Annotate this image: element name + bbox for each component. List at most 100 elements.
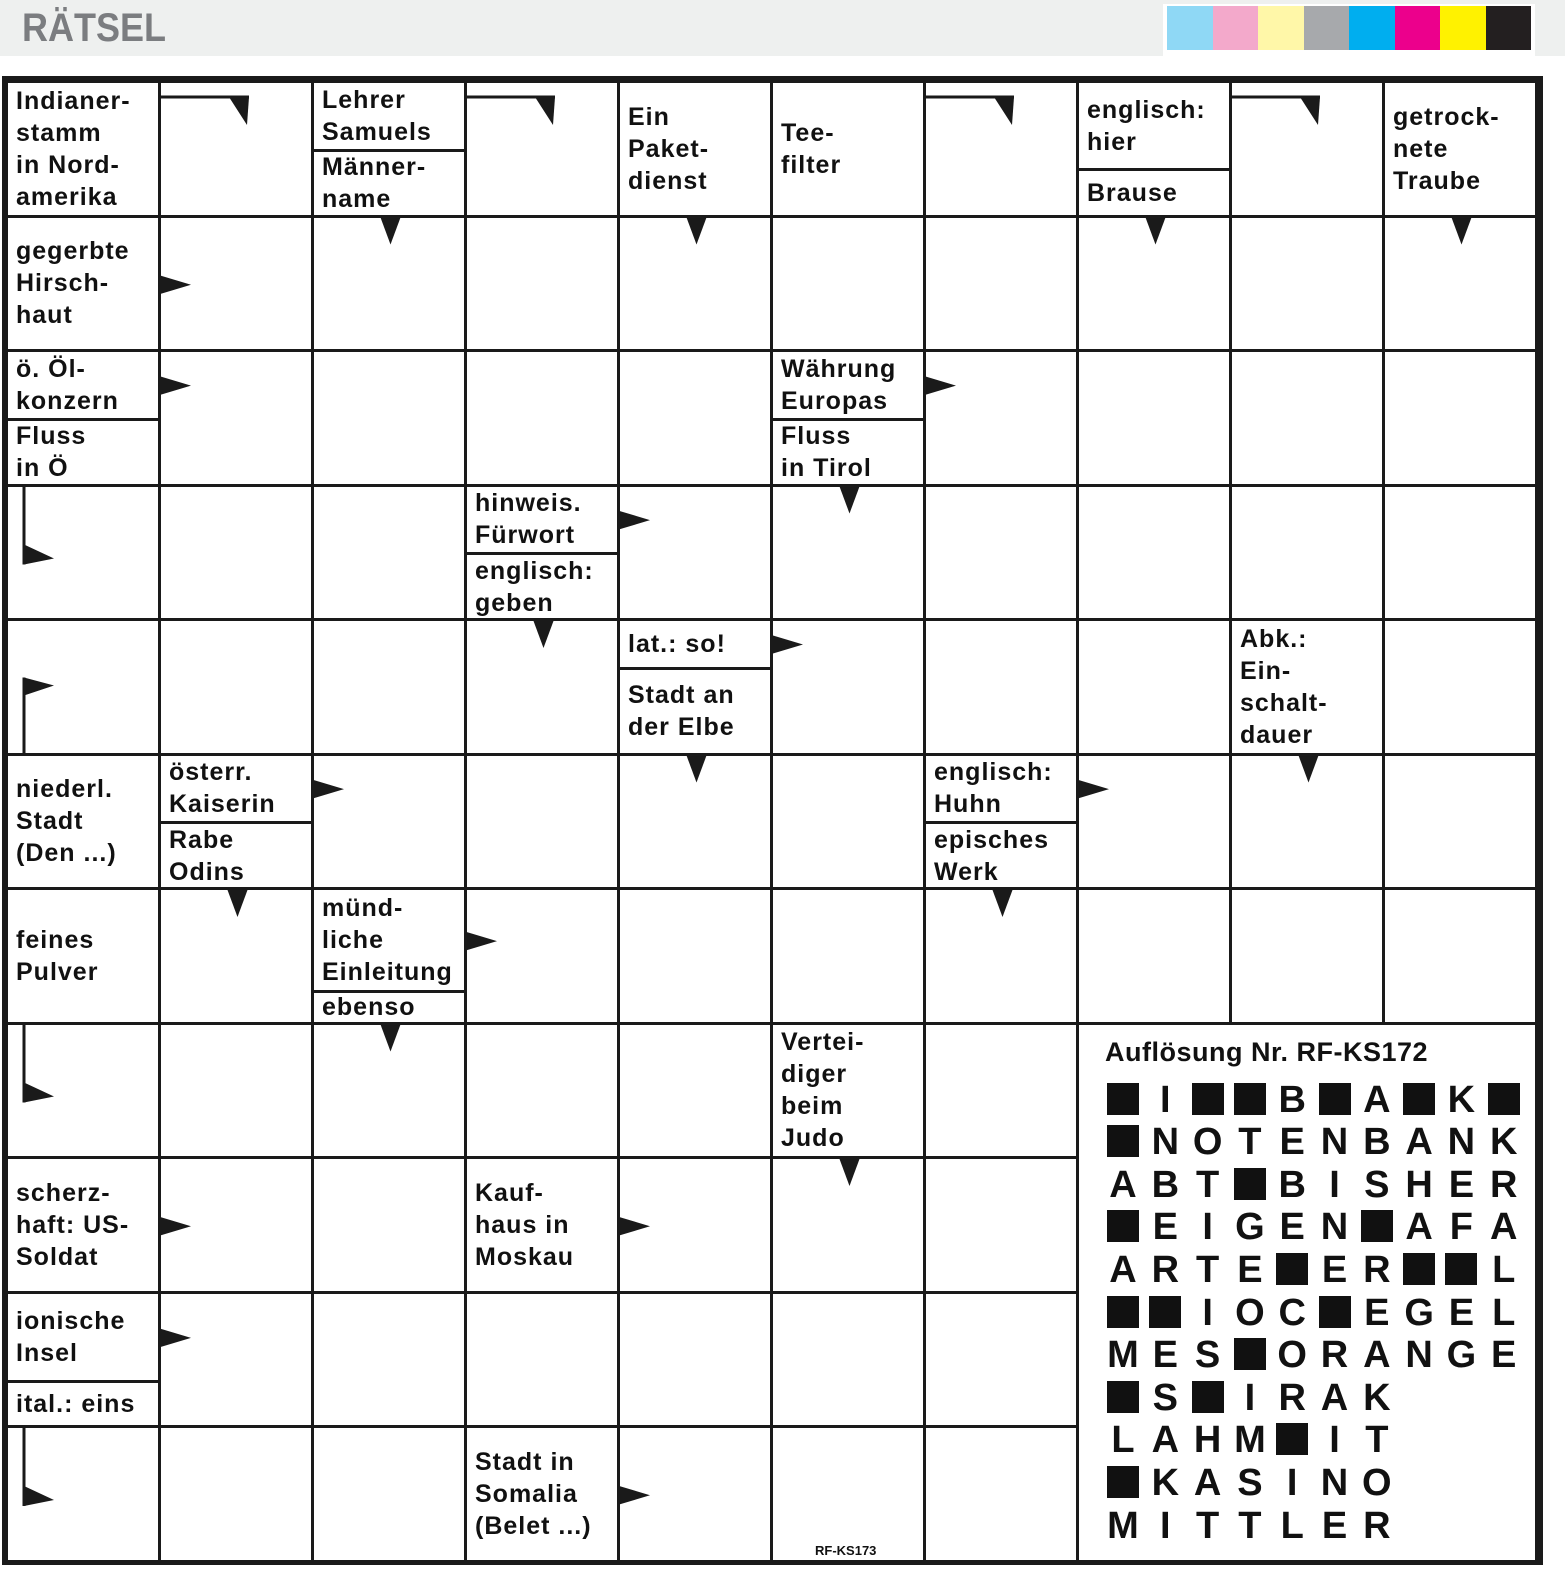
answer-cell[interactable]: [314, 486, 464, 618]
answer-cell[interactable]: [314, 621, 464, 753]
clue-text: österr. Kaiserin: [169, 758, 276, 819]
solution-letter: L: [1492, 1248, 1516, 1291]
solution-black-square: [1276, 1252, 1309, 1285]
answer-cell[interactable]: [773, 755, 923, 887]
clue-cell: ö. Öl- konzern Fluss in Ö: [8, 352, 158, 484]
arrow-right-icon: [1079, 780, 1109, 799]
answer-cell[interactable]: [620, 1293, 770, 1425]
answer-cell[interactable]: [161, 1024, 311, 1156]
answer-cell[interactable]: [926, 621, 1076, 753]
answer-cell[interactable]: [314, 352, 464, 484]
answer-cell[interactable]: [1079, 890, 1229, 1022]
arrow-down-icon: [839, 1159, 860, 1186]
clue-text: Stadt an der Elbe: [620, 667, 770, 752]
answer-cell[interactable]: [1385, 486, 1535, 618]
answer-cell[interactable]: [773, 217, 923, 349]
clue-cell: ionische Insel ital.: eins: [8, 1293, 158, 1425]
answer-cell[interactable]: [926, 1159, 1076, 1291]
solution-black-square: [1318, 1082, 1351, 1115]
arrow-down-icon: [992, 890, 1013, 917]
solution-letter: K: [1489, 1121, 1518, 1164]
answer-cell[interactable]: [620, 1024, 770, 1156]
answer-cell[interactable]: [467, 217, 617, 349]
solution-letter: M: [1107, 1504, 1139, 1547]
solution-letter: G: [1446, 1334, 1477, 1377]
solution-letter: E: [1279, 1206, 1305, 1249]
solution-letter: E: [1491, 1334, 1517, 1377]
answer-cell[interactable]: [620, 486, 770, 618]
arrow-down-icon: [380, 1024, 401, 1052]
answer-cell[interactable]: [1232, 486, 1382, 618]
answer-cell[interactable]: [314, 1428, 464, 1560]
answer-cell[interactable]: [773, 621, 923, 753]
answer-cell[interactable]: [1232, 890, 1382, 1022]
color-swatch: [1167, 6, 1213, 50]
answer-cell[interactable]: [467, 890, 617, 1022]
solution-letter: I: [1202, 1291, 1213, 1334]
answer-cell[interactable]: [161, 486, 311, 618]
arrow-down-icon: [839, 486, 860, 514]
arrow-down-icon: [686, 217, 707, 245]
answer-cell[interactable]: [773, 1428, 923, 1560]
solution-letter: S: [1237, 1461, 1263, 1504]
answer-cell[interactable]: [1385, 621, 1535, 753]
solution-letter: N: [1151, 1121, 1180, 1164]
answer-cell[interactable]: [161, 621, 311, 753]
answer-cell[interactable]: [314, 1293, 464, 1425]
answer-cell[interactable]: [926, 1428, 1076, 1560]
solution-letter: M: [1107, 1334, 1139, 1377]
answer-cell[interactable]: [773, 890, 923, 1022]
answer-cell[interactable]: [467, 1293, 617, 1425]
clue-text: scherz- haft: US- Soldat: [16, 1178, 130, 1271]
solution-letter: H: [1405, 1163, 1433, 1206]
arrow-down-icon: [1145, 217, 1166, 245]
answer-cell[interactable]: [467, 755, 617, 887]
answer-cell[interactable]: [1079, 621, 1229, 753]
answer-cell[interactable]: [926, 1024, 1076, 1156]
clue-cell: scherz- haft: US- Soldat: [8, 1159, 158, 1291]
answer-cell[interactable]: [773, 1293, 923, 1425]
answer-cell[interactable]: [1232, 217, 1382, 349]
answer-cell[interactable]: [161, 352, 311, 484]
solution-letter: M: [1234, 1419, 1266, 1462]
solution-letter: T: [1365, 1419, 1389, 1462]
arrow-right-icon: [161, 1328, 191, 1347]
answer-cell[interactable]: [1079, 352, 1229, 484]
solution-letter: N: [1447, 1121, 1476, 1164]
answer-cell[interactable]: [467, 352, 617, 484]
answer-cell[interactable]: [1079, 486, 1229, 618]
answer-cell[interactable]: [314, 1159, 464, 1291]
answer-cell[interactable]: [620, 352, 770, 484]
arrow-down-right-icon: [24, 1486, 54, 1506]
answer-cell[interactable]: [1385, 352, 1535, 484]
answer-cell[interactable]: [161, 1293, 311, 1425]
clue-text: feines Pulver: [16, 925, 99, 986]
solution-black-square: [1149, 1295, 1182, 1328]
solution-letter: K: [1447, 1078, 1476, 1121]
clue-text: Männer- name: [314, 148, 464, 215]
solution-black-square: [1403, 1082, 1436, 1115]
clue-text: Kauf- haus in Moskau: [475, 1178, 575, 1271]
answer-cell[interactable]: [1385, 890, 1535, 1022]
answer-cell[interactable]: [926, 352, 1076, 484]
answer-cell[interactable]: [1079, 755, 1229, 887]
answer-cell[interactable]: [467, 1024, 617, 1156]
answer-cell[interactable]: [620, 890, 770, 1022]
answer-cell[interactable]: [314, 755, 464, 887]
solution-black-square: [1360, 1210, 1393, 1243]
clue-text: ö. Öl- konzern: [16, 354, 119, 415]
solution-letter: K: [1363, 1376, 1391, 1419]
answer-cell[interactable]: [161, 1428, 311, 1560]
clue-text: Brause: [1079, 168, 1229, 214]
answer-cell[interactable]: [926, 486, 1076, 618]
answer-cell[interactable]: [926, 1293, 1076, 1425]
answer-cell[interactable]: [1385, 755, 1535, 887]
solution-letter: B: [1363, 1121, 1391, 1164]
clue-cell: österr. Kaiserin Rabe Odins: [161, 755, 311, 887]
answer-cell[interactable]: [1232, 352, 1382, 484]
solution-letter: E: [1448, 1163, 1475, 1206]
clue-text: englisch: hier: [1087, 95, 1206, 156]
clue-cell: feines Pulver: [8, 890, 158, 1022]
answer-cell[interactable]: [926, 217, 1076, 349]
